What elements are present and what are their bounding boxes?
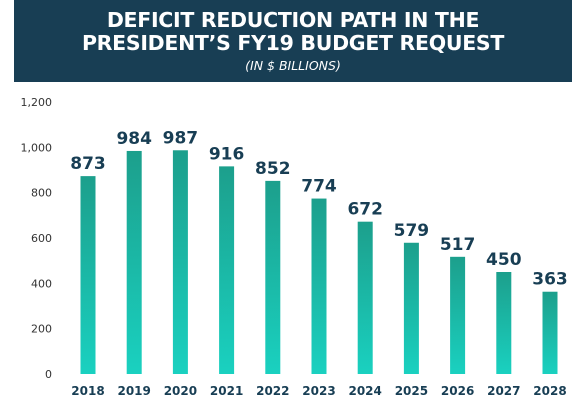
value-label-2022: 852 — [255, 159, 291, 179]
value-label-2023: 774 — [301, 177, 337, 197]
bar-2023 — [311, 198, 327, 374]
chart-title-line-1: DEFICIT REDUCTION PATH IN THE — [106, 8, 480, 32]
chart-title-line-2: PRESIDENT’S FY19 BUDGET REQUEST — [81, 31, 505, 55]
bar-2028 — [542, 291, 558, 374]
value-label-2027: 450 — [486, 250, 522, 270]
bar-2021 — [219, 166, 235, 374]
value-label-2024: 672 — [347, 200, 383, 220]
value-labels: 873 984 987 916 852 774 672 579 517 450 363 — [70, 128, 568, 289]
chart-subtitle: (IN $ BILLIONS) — [245, 58, 341, 73]
bar-2020 — [172, 150, 188, 374]
x-tick-label-2028: 2028 — [533, 384, 566, 398]
x-tick-label-2019: 2019 — [117, 384, 150, 398]
bar-2019 — [126, 150, 142, 374]
x-tick-label-2023: 2023 — [302, 384, 335, 398]
y-axis: 0 200 400 600 800 1,000 1,200 — [21, 96, 53, 381]
y-tick-label: 400 — [31, 277, 52, 290]
value-label-2021: 916 — [209, 144, 245, 164]
value-label-2028: 363 — [532, 270, 568, 290]
y-tick-label: 0 — [45, 368, 52, 381]
x-tick-label-2020: 2020 — [164, 384, 197, 398]
value-label-2026: 517 — [440, 235, 476, 255]
value-label-2025: 579 — [394, 221, 430, 241]
chart-header: DEFICIT REDUCTION PATH IN THE PRESIDENT’… — [14, 0, 572, 82]
bar-2022 — [265, 180, 281, 374]
bar-2018 — [80, 176, 96, 374]
x-tick-label-2022: 2022 — [256, 384, 289, 398]
x-tick-label-2026: 2026 — [441, 384, 474, 398]
value-label-2018: 873 — [70, 154, 106, 174]
y-tick-label: 800 — [31, 187, 52, 200]
y-tick-label: 600 — [31, 232, 52, 245]
bar-2026 — [450, 256, 466, 374]
y-tick-label: 1,200 — [21, 96, 53, 109]
bar-2024 — [357, 221, 373, 374]
x-tick-label-2021: 2021 — [210, 384, 243, 398]
x-tick-label-2018: 2018 — [71, 384, 104, 398]
bars — [80, 150, 558, 374]
x-tick-label-2027: 2027 — [487, 384, 520, 398]
y-tick-label: 1,000 — [21, 141, 53, 154]
value-label-2020: 987 — [163, 128, 199, 148]
bar-2025 — [403, 242, 419, 374]
x-axis: 2018 2019 2020 2021 2022 2023 2024 2025 2026 2027… — [71, 384, 566, 398]
x-tick-label-2024: 2024 — [348, 384, 381, 398]
value-label-2019: 984 — [116, 129, 152, 149]
x-tick-label-2025: 2025 — [395, 384, 428, 398]
bar-2027 — [496, 272, 512, 374]
y-tick-label: 200 — [31, 323, 52, 336]
